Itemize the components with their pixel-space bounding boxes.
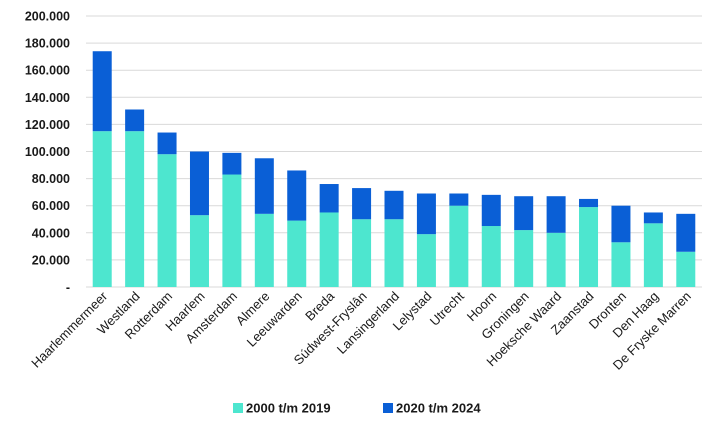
bar-base-6 xyxy=(287,220,307,287)
y-tick-label: 120.000 xyxy=(25,118,70,132)
legend: 2000 t/m 2019 2020 t/m 2024 xyxy=(233,401,481,416)
bar-base-7 xyxy=(319,212,339,287)
bar-top-12 xyxy=(481,194,501,227)
x-axis-category-labels: HaarlemmermeerWestlandRotterdamHaarlemAm… xyxy=(28,288,694,373)
bar-top-9 xyxy=(384,190,404,220)
bar-top-17 xyxy=(643,212,663,224)
legend-swatch-1 xyxy=(383,403,393,413)
y-tick-label: - xyxy=(66,281,70,295)
y-tick-label: 40.000 xyxy=(32,226,70,240)
bar-top-7 xyxy=(319,184,339,213)
legend-label-1: 2020 t/m 2024 xyxy=(396,401,481,416)
bar-top-2 xyxy=(157,132,177,155)
y-tick-label: 160.000 xyxy=(25,64,70,78)
bar-top-0 xyxy=(92,51,112,132)
bar-base-3 xyxy=(189,215,209,287)
bar-base-13 xyxy=(514,230,534,287)
bar-top-14 xyxy=(546,196,566,233)
bar-top-5 xyxy=(254,158,274,214)
bar-base-16 xyxy=(611,242,631,287)
bar-top-16 xyxy=(611,205,631,243)
bar-base-4 xyxy=(222,174,242,287)
bar-base-15 xyxy=(579,207,599,287)
bar-base-10 xyxy=(416,234,436,287)
bar-top-6 xyxy=(287,170,307,221)
y-tick-label: 200.000 xyxy=(25,10,70,24)
bar-top-13 xyxy=(514,196,534,231)
bar-base-12 xyxy=(481,226,501,287)
bar-top-8 xyxy=(352,188,372,220)
bars xyxy=(92,51,696,287)
bar-base-17 xyxy=(643,223,663,287)
y-axis-tick-labels: - 20.000 40.000 60.000 80.000 100.000 120.000 1… xyxy=(25,10,70,295)
y-tick-label: 20.000 xyxy=(32,253,70,267)
legend-swatch-0 xyxy=(233,403,243,413)
bar-top-15 xyxy=(579,198,599,208)
gridlines xyxy=(86,15,702,288)
bar-base-18 xyxy=(676,251,696,287)
y-tick-label: 80.000 xyxy=(32,172,70,186)
y-tick-label: 60.000 xyxy=(32,199,70,213)
legend-label-0: 2000 t/m 2019 xyxy=(246,401,331,416)
bar-top-18 xyxy=(676,213,696,252)
bar-top-1 xyxy=(125,109,145,132)
x-category-label: Utrecht xyxy=(427,288,468,329)
y-tick-label: 180.000 xyxy=(25,37,70,51)
y-tick-label: 140.000 xyxy=(25,91,70,105)
bar-base-1 xyxy=(125,131,145,287)
bar-base-9 xyxy=(384,219,404,287)
bar-top-3 xyxy=(189,151,209,216)
bar-top-10 xyxy=(416,193,436,235)
bar-top-11 xyxy=(449,193,469,206)
bar-base-11 xyxy=(449,205,469,287)
bar-base-14 xyxy=(546,232,566,287)
bar-top-4 xyxy=(222,152,242,175)
bar-base-5 xyxy=(254,213,274,287)
bar-base-2 xyxy=(157,154,177,287)
y-tick-label: 100.000 xyxy=(25,145,70,159)
bar-base-8 xyxy=(352,219,372,287)
bar-base-0 xyxy=(92,131,112,287)
